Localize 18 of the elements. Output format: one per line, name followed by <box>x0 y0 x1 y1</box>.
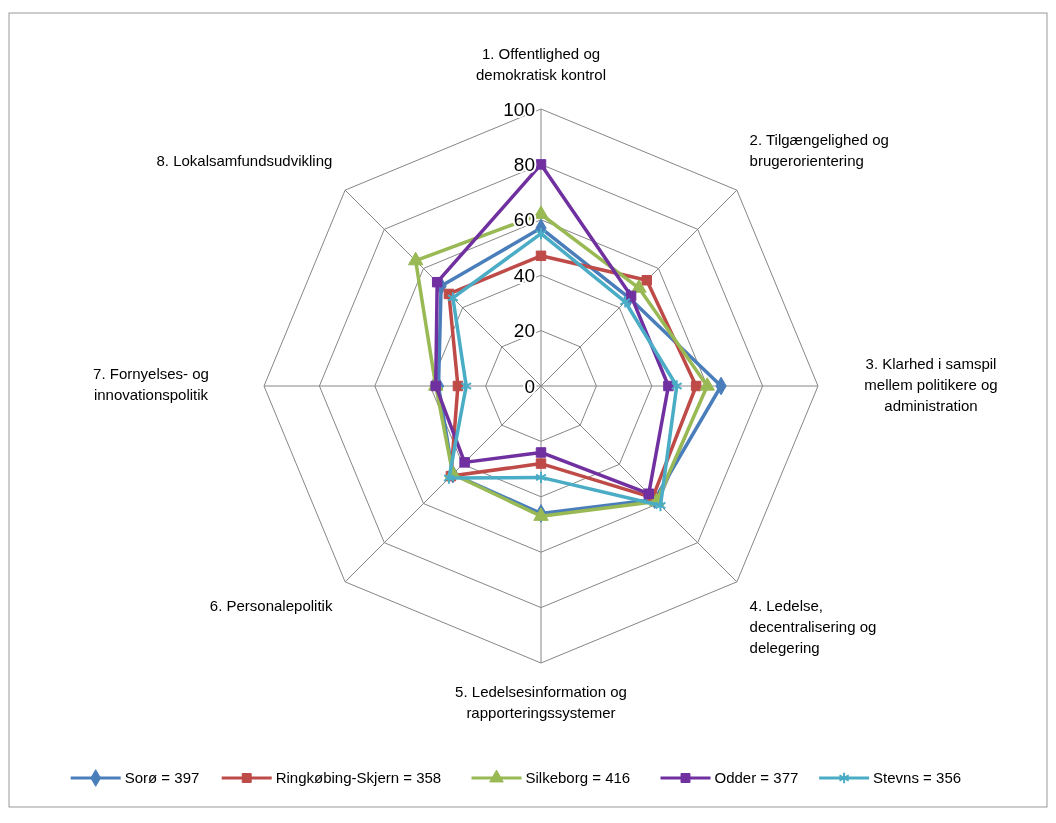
legend-label: Ringkøbing-Skjern = 358 <box>275 769 442 787</box>
spoke-label: 6. Personalepolitik <box>209 596 333 614</box>
spoke-label: 4. Ledelse, decentralisering og delegering <box>749 596 877 656</box>
y-tick-label: 40 <box>513 264 535 286</box>
spoke-label: 3. Klarhed i samspil mellem politikere og administration <box>864 354 998 414</box>
legend-label: Odder = 377 <box>714 769 799 787</box>
legend-label: Silkeborg = 416 <box>525 769 631 787</box>
legend-label: Stevns = 356 <box>873 769 962 787</box>
spoke-label: 2. Tilgængelighed og brugerorientering <box>749 131 889 170</box>
spoke-label: 5. Ledelsesinformation og rapporteringssystemer <box>455 683 627 721</box>
legend-label: Sorø = 397 <box>124 769 200 787</box>
y-tick-label: 80 <box>513 154 535 176</box>
spoke-label: 7. Fornyelses- og innovationspolitik <box>93 365 209 403</box>
y-tick-label: 0 <box>524 375 535 397</box>
y-tick-label: 20 <box>513 320 535 342</box>
spoke-label: 1. Offentlighed og demokratisk kontrol <box>475 45 607 83</box>
y-tick-label: 100 <box>503 98 535 120</box>
spoke-label: 8. Lokalsamfundsudvikling <box>156 152 333 170</box>
